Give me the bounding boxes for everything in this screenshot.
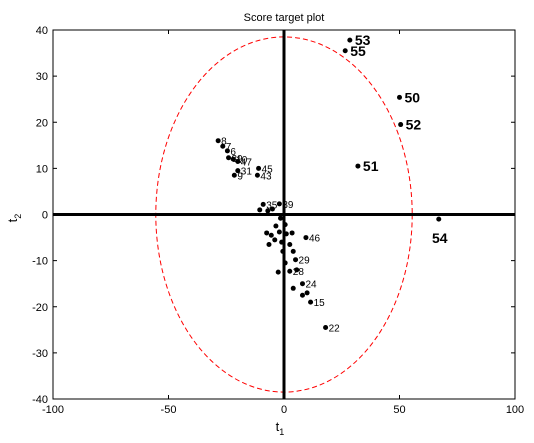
data-point xyxy=(299,292,305,298)
point-label: 9 xyxy=(237,171,243,182)
data-point xyxy=(287,268,293,274)
data-point xyxy=(235,168,241,174)
data-point xyxy=(264,230,270,236)
y-tick-label: 30 xyxy=(36,71,48,83)
score-points: 5355505251548763910473194543353946292824… xyxy=(215,32,448,335)
data-point xyxy=(226,155,232,161)
x-tick-label: 50 xyxy=(393,404,405,416)
data-point xyxy=(278,215,284,221)
y-tick-label: -10 xyxy=(32,256,48,268)
data-point xyxy=(289,230,295,236)
point-label: 43 xyxy=(260,171,272,182)
data-point xyxy=(220,143,226,149)
data-point xyxy=(397,94,402,100)
y-tick-label: 20 xyxy=(36,117,48,129)
point-label: 53 xyxy=(355,32,371,48)
data-point xyxy=(268,232,274,238)
point-label: 7 xyxy=(226,142,232,153)
data-point xyxy=(282,222,288,228)
point-label: 28 xyxy=(293,267,305,278)
data-point xyxy=(272,237,278,243)
data-point xyxy=(280,248,286,254)
point-label: 46 xyxy=(309,234,321,245)
chart-title: Score target plot xyxy=(244,12,325,24)
x-axis-label-main: t xyxy=(276,419,280,434)
y-tick-label: -30 xyxy=(32,348,48,360)
data-point xyxy=(256,165,262,171)
point-label: 50 xyxy=(405,89,421,105)
point-label: 45 xyxy=(262,164,274,175)
point-label: 54 xyxy=(432,230,448,246)
point-label: 24 xyxy=(305,280,317,291)
data-point xyxy=(355,163,361,169)
data-point xyxy=(436,216,442,222)
data-point xyxy=(398,122,404,128)
point-label: 31 xyxy=(241,167,253,178)
data-point xyxy=(299,281,305,287)
y-tick-label: 0 xyxy=(42,210,48,222)
data-point xyxy=(257,207,263,213)
data-point xyxy=(308,299,314,305)
y-axis-label-subscript: 2 xyxy=(13,214,23,219)
y-tick-label: -40 xyxy=(32,394,48,406)
data-point xyxy=(275,269,281,275)
y-axis-label-main: t xyxy=(5,218,20,222)
data-point xyxy=(290,285,296,291)
point-label: 52 xyxy=(406,117,422,133)
data-point xyxy=(215,138,221,144)
point-label: 35 xyxy=(266,200,278,211)
data-point xyxy=(231,172,237,178)
data-point xyxy=(290,248,296,254)
point-label: 22 xyxy=(329,324,341,335)
data-point xyxy=(224,148,230,154)
point-label: 47 xyxy=(241,157,253,168)
point-label: 8 xyxy=(221,137,227,148)
data-point xyxy=(265,208,271,214)
data-point xyxy=(266,241,272,247)
x-tick-label: -100 xyxy=(42,404,64,416)
x-axis-label: t1 xyxy=(276,419,285,437)
x-tick-label: 100 xyxy=(506,404,524,416)
data-point xyxy=(323,325,329,331)
data-point xyxy=(279,239,285,245)
y-tick-label: -20 xyxy=(32,302,48,314)
y-tick-label: 40 xyxy=(36,25,48,37)
data-point xyxy=(235,158,241,164)
data-point xyxy=(230,156,236,162)
data-point xyxy=(273,223,279,229)
point-label: 29 xyxy=(299,256,311,267)
data-point xyxy=(287,241,293,247)
point-label: 10 xyxy=(236,155,248,166)
point-label: 6 xyxy=(230,147,236,158)
data-point xyxy=(276,229,282,235)
data-point xyxy=(260,201,266,207)
data-point xyxy=(342,48,348,54)
point-label: 55 xyxy=(350,43,366,59)
data-point xyxy=(293,257,299,263)
point-label: 15 xyxy=(314,298,326,309)
data-point xyxy=(304,290,310,296)
point-label: 39 xyxy=(282,200,294,211)
data-point xyxy=(294,267,300,273)
data-point xyxy=(303,235,309,241)
y-axis-label: t2 xyxy=(5,214,23,223)
data-point xyxy=(283,231,289,237)
x-tick-label: -50 xyxy=(161,404,177,416)
x-axis-label-subscript: 1 xyxy=(279,427,284,437)
data-point xyxy=(269,206,275,212)
x-tick-label: 0 xyxy=(281,404,287,416)
point-label: 51 xyxy=(363,158,379,174)
data-point xyxy=(347,37,353,43)
data-point xyxy=(282,260,288,266)
data-point xyxy=(254,172,260,178)
y-tick-label: 10 xyxy=(36,163,48,175)
data-point xyxy=(276,201,282,207)
